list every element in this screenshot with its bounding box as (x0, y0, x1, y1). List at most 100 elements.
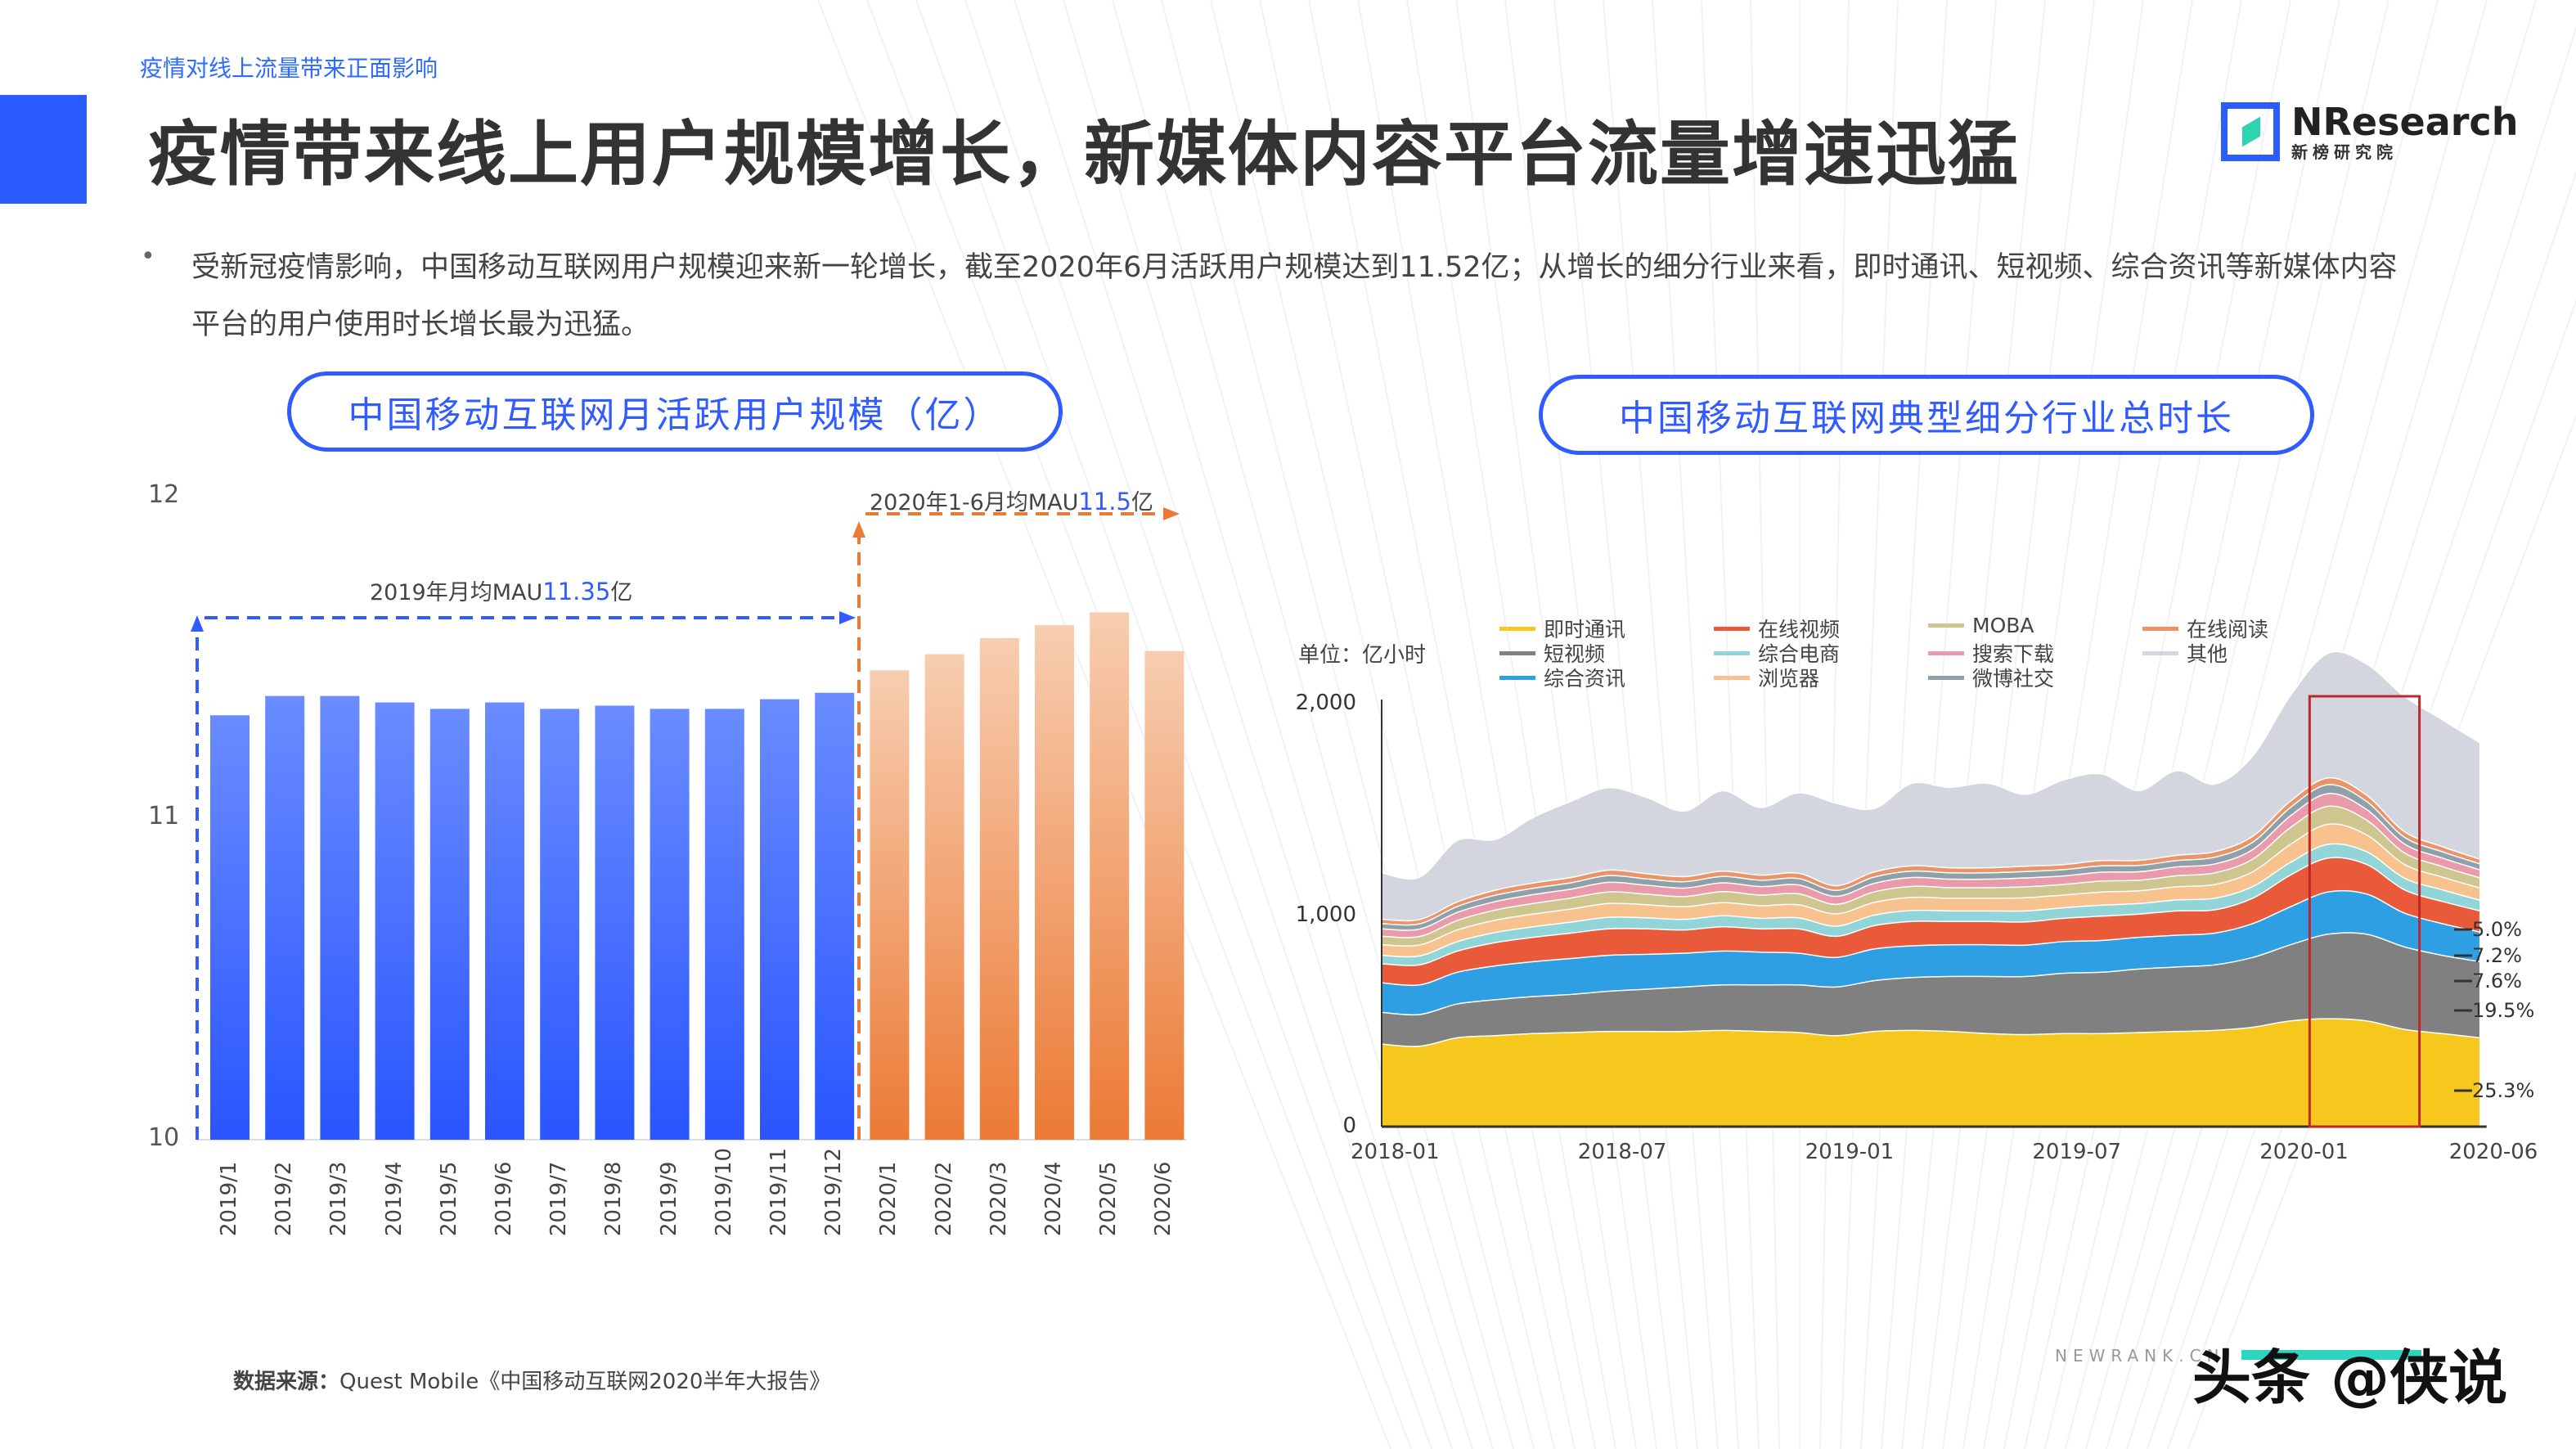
legend-swatch (1714, 675, 1750, 680)
bar-2019/12 (815, 692, 855, 1140)
unit-label: 单位：亿小时 (1298, 643, 1427, 668)
bar-chart-title: 中国移动互联网月活跃用户规模（亿） (287, 371, 1063, 452)
x-tick-label: 2020/2 (931, 1161, 956, 1236)
x-tick-label: 2019/7 (546, 1161, 572, 1236)
bg-line (2065, 0, 2439, 1449)
area-chart (1381, 650, 2487, 1128)
y-tick-label: 11 (148, 802, 180, 830)
bar-2019/9 (650, 709, 690, 1140)
legend-label: MOBA (1972, 614, 2034, 637)
x-tick-label: 2020/5 (1096, 1161, 1122, 1236)
x-tick-label: 2018-01 (1351, 1140, 1440, 1164)
legend-label: 综合电商 (1758, 642, 1841, 666)
bar-2020/6 (1144, 650, 1185, 1140)
bg-line (2003, 0, 2291, 1449)
bg-line (1063, 0, 1494, 1449)
bar-2019/3 (320, 695, 360, 1140)
data-source: 数据来源：Quest Mobile《中国移动互联网2020半年大报告》 (233, 1365, 830, 1395)
arrow-up-icon (191, 615, 204, 632)
bg-line (866, 0, 1412, 1449)
legend-label: 搜索下载 (1972, 642, 2055, 666)
watermark-site: NEWRANK.CN (2055, 1346, 2225, 1366)
x-tick-label: 2019/10 (711, 1147, 736, 1236)
y-tick-label: 2,000 (1295, 691, 1356, 715)
bg-line (1881, 0, 1997, 1449)
x-tick-label: 2019/1 (217, 1161, 241, 1236)
legend-label: 短视频 (1544, 642, 1606, 666)
arrow-up-icon (852, 521, 865, 538)
x-tick-label: 2020/1 (876, 1161, 901, 1236)
bg-line (1308, 0, 1596, 1449)
share-label: 25.3% (2472, 1079, 2535, 1102)
highlight-box (2308, 695, 2421, 1128)
x-tick-label: 2019/11 (767, 1147, 791, 1236)
legend-item: 在线视频 (1714, 614, 1840, 643)
bar-2019/10 (704, 709, 744, 1140)
page-title: 疫情带来线上用户规模增长，新媒体内容平台流量增速迅猛 (148, 114, 2020, 196)
bg-line (1942, 0, 2144, 1449)
bullet-icon: • (141, 242, 155, 271)
y-tick-label: 0 (1342, 1114, 1356, 1138)
bg-line (1750, 0, 1780, 1449)
logo-name: NResearch (2291, 100, 2519, 144)
legend-swatch (1499, 675, 1535, 680)
share-label: 7.6% (2472, 970, 2522, 992)
annotation-2020: 2020年1-6月均MAU11.5亿 (870, 484, 1153, 516)
arrow-right-icon (839, 611, 856, 624)
legend-item: 在线阅读 (2142, 614, 2268, 643)
bar-2020/1 (870, 670, 910, 1140)
bg-line (1819, 0, 1850, 1449)
bar-chart (191, 507, 1186, 1141)
x-tick-label: 2019/12 (821, 1147, 847, 1236)
bar-2020/2 (924, 654, 964, 1140)
legend-label: 综合资讯 (1544, 667, 1626, 691)
share-label: 7.2% (2472, 944, 2522, 967)
x-tick-label: 2019-01 (1805, 1140, 1895, 1164)
bg-line (1840, 0, 1899, 1449)
bg-line (1553, 0, 1698, 1449)
legend-swatch (1499, 626, 1535, 631)
legend-swatch (1714, 650, 1750, 655)
x-tick-label: 2020/4 (1041, 1161, 1066, 1236)
bar-2020/4 (1035, 625, 1074, 1140)
bg-line (2187, 413, 2576, 1449)
legend-swatch (1928, 650, 1964, 655)
legend-item: 浏览器 (1714, 663, 1819, 692)
bg-line (1161, 0, 1535, 1449)
annotation-suffix: 亿 (1131, 490, 1153, 515)
x-tick-label: 2020-06 (2448, 1140, 2538, 1164)
x-tick-label: 2019/4 (381, 1161, 407, 1236)
legend-label: 在线阅读 (2187, 618, 2269, 641)
legend-item: 其他 (2142, 638, 2228, 668)
arrow-right-icon (1163, 507, 1180, 520)
bg-line (1922, 0, 2095, 1449)
legend-label: 即时通讯 (1544, 618, 1626, 641)
bg-line (1860, 0, 1948, 1449)
nresearch-logo: NResearch 新榜研究院 (2221, 95, 2518, 169)
x-tick-label: 2018-07 (1577, 1140, 1667, 1164)
legend-item: MOBA (1928, 614, 2034, 637)
bg-line (1112, 0, 1514, 1449)
legend-swatch (1928, 623, 1964, 628)
y-tick-label: 12 (148, 480, 180, 509)
bar-2019/11 (760, 699, 799, 1140)
bg-line (1455, 0, 1657, 1449)
bg-line (1603, 0, 1719, 1449)
x-tick-label: 2019-07 (2032, 1140, 2122, 1164)
legend-item: 搜索下载 (1928, 638, 2054, 668)
annotation-value: 11.5 (1078, 488, 1131, 515)
annotation-suffix: 亿 (610, 580, 633, 605)
bg-line (1901, 0, 2046, 1449)
bar-2019/4 (375, 702, 415, 1140)
bg-line (1962, 0, 2193, 1449)
annotation-value: 11.35 (542, 578, 611, 605)
y-tick-label: 10 (148, 1123, 180, 1152)
bg-line (1259, 0, 1576, 1449)
x-tick-label: 2019/3 (326, 1161, 352, 1236)
legend-label: 微博社交 (1972, 667, 2055, 691)
legend-label: 在线视频 (1758, 618, 1841, 641)
legend-swatch (2142, 650, 2178, 655)
source-label: 数据来源： (233, 1370, 340, 1394)
bg-line (2044, 0, 2389, 1449)
bar-2020/3 (979, 637, 1019, 1140)
